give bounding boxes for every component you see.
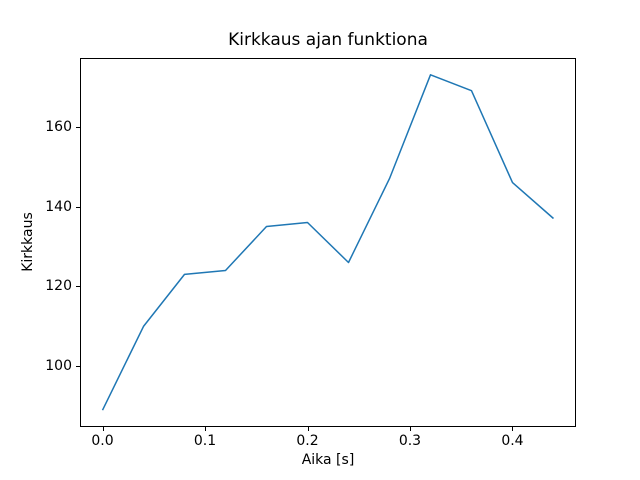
y-axis-label: Kirkkaus bbox=[20, 212, 36, 272]
x-tick-label: 0.0 bbox=[91, 433, 114, 449]
x-tick-label: 0.4 bbox=[501, 433, 524, 449]
x-tick-label: 0.3 bbox=[398, 433, 422, 449]
chart-title: Kirkkaus ajan funktiona bbox=[228, 30, 428, 50]
data-line bbox=[101, 74, 554, 411]
x-tick-label: 0.2 bbox=[296, 433, 319, 449]
y-tick-label: 160 bbox=[45, 118, 72, 135]
x-axis-label: Aika [s] bbox=[301, 452, 355, 468]
x-tick-label: 0.1 bbox=[193, 433, 217, 449]
y-tick-label: 100 bbox=[45, 358, 72, 375]
axes-border bbox=[80, 58, 576, 427]
y-tick-label: 140 bbox=[45, 198, 72, 215]
y-tick-label: 120 bbox=[45, 278, 72, 295]
